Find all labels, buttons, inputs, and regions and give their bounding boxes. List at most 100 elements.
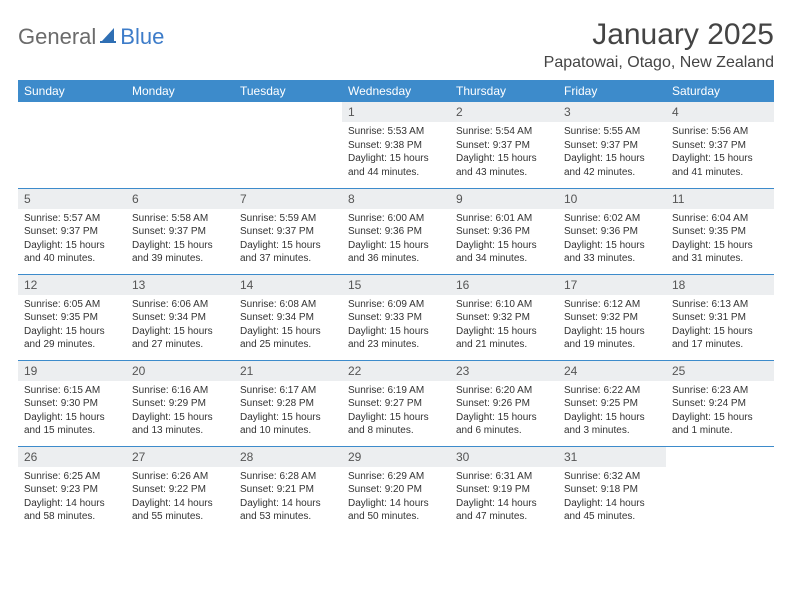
day-number: 30 xyxy=(450,447,558,467)
logo-text-general: General xyxy=(18,24,96,50)
sail-icon xyxy=(98,25,118,50)
calendar-cell: 30Sunrise: 6:31 AMSunset: 9:19 PMDayligh… xyxy=(450,446,558,532)
weekday-header: Wednesday xyxy=(342,80,450,102)
day-info: Sunrise: 6:12 AMSunset: 9:32 PMDaylight:… xyxy=(558,295,666,356)
calendar-cell: 29Sunrise: 6:29 AMSunset: 9:20 PMDayligh… xyxy=(342,446,450,532)
calendar-cell: 21Sunrise: 6:17 AMSunset: 9:28 PMDayligh… xyxy=(234,360,342,446)
day-info: Sunrise: 6:32 AMSunset: 9:18 PMDaylight:… xyxy=(558,467,666,528)
day-number: 12 xyxy=(18,275,126,295)
day-number: 17 xyxy=(558,275,666,295)
day-info: Sunrise: 6:01 AMSunset: 9:36 PMDaylight:… xyxy=(450,209,558,270)
day-info: Sunrise: 6:31 AMSunset: 9:19 PMDaylight:… xyxy=(450,467,558,528)
calendar-row: 1Sunrise: 5:53 AMSunset: 9:38 PMDaylight… xyxy=(18,102,774,188)
calendar-cell: 20Sunrise: 6:16 AMSunset: 9:29 PMDayligh… xyxy=(126,360,234,446)
calendar-cell: 18Sunrise: 6:13 AMSunset: 9:31 PMDayligh… xyxy=(666,274,774,360)
day-info: Sunrise: 6:29 AMSunset: 9:20 PMDaylight:… xyxy=(342,467,450,528)
day-info: Sunrise: 5:58 AMSunset: 9:37 PMDaylight:… xyxy=(126,209,234,270)
day-info: Sunrise: 6:00 AMSunset: 9:36 PMDaylight:… xyxy=(342,209,450,270)
day-number: 24 xyxy=(558,361,666,381)
day-number: 31 xyxy=(558,447,666,467)
day-number: 27 xyxy=(126,447,234,467)
calendar-cell: 9Sunrise: 6:01 AMSunset: 9:36 PMDaylight… xyxy=(450,188,558,274)
day-number: 9 xyxy=(450,189,558,209)
calendar-row: 12Sunrise: 6:05 AMSunset: 9:35 PMDayligh… xyxy=(18,274,774,360)
weekday-header: Tuesday xyxy=(234,80,342,102)
calendar-cell: 22Sunrise: 6:19 AMSunset: 9:27 PMDayligh… xyxy=(342,360,450,446)
calendar-cell: 10Sunrise: 6:02 AMSunset: 9:36 PMDayligh… xyxy=(558,188,666,274)
calendar-cell: 11Sunrise: 6:04 AMSunset: 9:35 PMDayligh… xyxy=(666,188,774,274)
weekday-header: Thursday xyxy=(450,80,558,102)
calendar-cell: 31Sunrise: 6:32 AMSunset: 9:18 PMDayligh… xyxy=(558,446,666,532)
day-info: Sunrise: 6:19 AMSunset: 9:27 PMDaylight:… xyxy=(342,381,450,442)
day-info: Sunrise: 6:08 AMSunset: 9:34 PMDaylight:… xyxy=(234,295,342,356)
calendar-cell xyxy=(18,102,126,188)
day-info: Sunrise: 6:22 AMSunset: 9:25 PMDaylight:… xyxy=(558,381,666,442)
calendar-cell xyxy=(666,446,774,532)
day-number: 18 xyxy=(666,275,774,295)
calendar-cell: 26Sunrise: 6:25 AMSunset: 9:23 PMDayligh… xyxy=(18,446,126,532)
day-number: 11 xyxy=(666,189,774,209)
calendar-cell: 27Sunrise: 6:26 AMSunset: 9:22 PMDayligh… xyxy=(126,446,234,532)
day-number: 13 xyxy=(126,275,234,295)
day-number: 10 xyxy=(558,189,666,209)
day-info: Sunrise: 5:54 AMSunset: 9:37 PMDaylight:… xyxy=(450,122,558,183)
day-number: 19 xyxy=(18,361,126,381)
day-info: Sunrise: 5:56 AMSunset: 9:37 PMDaylight:… xyxy=(666,122,774,183)
calendar-cell: 16Sunrise: 6:10 AMSunset: 9:32 PMDayligh… xyxy=(450,274,558,360)
day-info: Sunrise: 5:53 AMSunset: 9:38 PMDaylight:… xyxy=(342,122,450,183)
day-info: Sunrise: 6:13 AMSunset: 9:31 PMDaylight:… xyxy=(666,295,774,356)
day-number: 8 xyxy=(342,189,450,209)
day-number: 15 xyxy=(342,275,450,295)
calendar-cell: 17Sunrise: 6:12 AMSunset: 9:32 PMDayligh… xyxy=(558,274,666,360)
header: General Blue January 2025 Papatowai, Ota… xyxy=(18,18,774,72)
calendar-cell: 28Sunrise: 6:28 AMSunset: 9:21 PMDayligh… xyxy=(234,446,342,532)
day-info: Sunrise: 6:05 AMSunset: 9:35 PMDaylight:… xyxy=(18,295,126,356)
logo: General Blue xyxy=(18,18,164,50)
calendar-table: SundayMondayTuesdayWednesdayThursdayFrid… xyxy=(18,80,774,532)
day-info: Sunrise: 5:59 AMSunset: 9:37 PMDaylight:… xyxy=(234,209,342,270)
calendar-cell: 1Sunrise: 5:53 AMSunset: 9:38 PMDaylight… xyxy=(342,102,450,188)
day-info: Sunrise: 6:02 AMSunset: 9:36 PMDaylight:… xyxy=(558,209,666,270)
day-info: Sunrise: 6:25 AMSunset: 9:23 PMDaylight:… xyxy=(18,467,126,528)
day-number: 1 xyxy=(342,102,450,122)
day-info: Sunrise: 6:20 AMSunset: 9:26 PMDaylight:… xyxy=(450,381,558,442)
day-number: 2 xyxy=(450,102,558,122)
day-number: 6 xyxy=(126,189,234,209)
page-title: January 2025 xyxy=(544,18,774,52)
day-info: Sunrise: 5:55 AMSunset: 9:37 PMDaylight:… xyxy=(558,122,666,183)
day-info: Sunrise: 6:10 AMSunset: 9:32 PMDaylight:… xyxy=(450,295,558,356)
day-info: Sunrise: 6:09 AMSunset: 9:33 PMDaylight:… xyxy=(342,295,450,356)
calendar-cell: 5Sunrise: 5:57 AMSunset: 9:37 PMDaylight… xyxy=(18,188,126,274)
weekday-header: Saturday xyxy=(666,80,774,102)
day-number: 14 xyxy=(234,275,342,295)
calendar-cell: 13Sunrise: 6:06 AMSunset: 9:34 PMDayligh… xyxy=(126,274,234,360)
day-number: 4 xyxy=(666,102,774,122)
day-info: Sunrise: 6:28 AMSunset: 9:21 PMDaylight:… xyxy=(234,467,342,528)
calendar-cell: 25Sunrise: 6:23 AMSunset: 9:24 PMDayligh… xyxy=(666,360,774,446)
calendar-row: 5Sunrise: 5:57 AMSunset: 9:37 PMDaylight… xyxy=(18,188,774,274)
day-info: Sunrise: 6:15 AMSunset: 9:30 PMDaylight:… xyxy=(18,381,126,442)
calendar-cell: 2Sunrise: 5:54 AMSunset: 9:37 PMDaylight… xyxy=(450,102,558,188)
day-number: 20 xyxy=(126,361,234,381)
title-block: January 2025 Papatowai, Otago, New Zeala… xyxy=(544,18,774,72)
day-number: 7 xyxy=(234,189,342,209)
day-number: 26 xyxy=(18,447,126,467)
calendar-cell: 3Sunrise: 5:55 AMSunset: 9:37 PMDaylight… xyxy=(558,102,666,188)
calendar-cell: 12Sunrise: 6:05 AMSunset: 9:35 PMDayligh… xyxy=(18,274,126,360)
calendar-cell: 15Sunrise: 6:09 AMSunset: 9:33 PMDayligh… xyxy=(342,274,450,360)
calendar-row: 19Sunrise: 6:15 AMSunset: 9:30 PMDayligh… xyxy=(18,360,774,446)
day-number: 3 xyxy=(558,102,666,122)
weekday-header: Monday xyxy=(126,80,234,102)
logo-text-blue: Blue xyxy=(120,24,164,50)
day-info: Sunrise: 6:04 AMSunset: 9:35 PMDaylight:… xyxy=(666,209,774,270)
day-number: 22 xyxy=(342,361,450,381)
calendar-cell: 19Sunrise: 6:15 AMSunset: 9:30 PMDayligh… xyxy=(18,360,126,446)
day-number: 23 xyxy=(450,361,558,381)
calendar-cell: 14Sunrise: 6:08 AMSunset: 9:34 PMDayligh… xyxy=(234,274,342,360)
calendar-cell: 4Sunrise: 5:56 AMSunset: 9:37 PMDaylight… xyxy=(666,102,774,188)
weekday-header: Friday xyxy=(558,80,666,102)
calendar-row: 26Sunrise: 6:25 AMSunset: 9:23 PMDayligh… xyxy=(18,446,774,532)
day-info: Sunrise: 6:26 AMSunset: 9:22 PMDaylight:… xyxy=(126,467,234,528)
calendar-cell: 8Sunrise: 6:00 AMSunset: 9:36 PMDaylight… xyxy=(342,188,450,274)
day-number: 28 xyxy=(234,447,342,467)
